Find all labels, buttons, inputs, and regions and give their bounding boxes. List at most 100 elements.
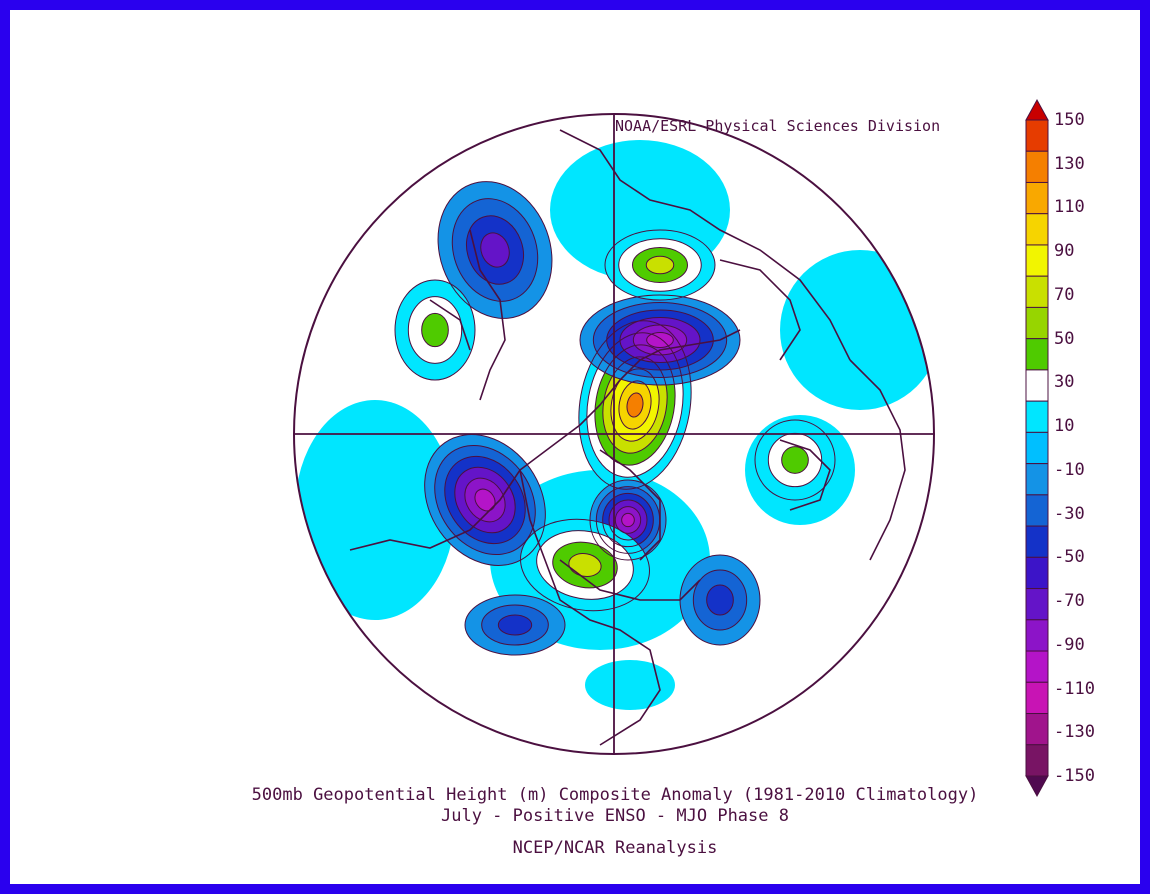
contour-line bbox=[451, 198, 539, 302]
colorbar-band bbox=[1025, 369, 1049, 402]
contour-line bbox=[706, 584, 734, 616]
contour-line bbox=[568, 553, 602, 577]
contour-line bbox=[646, 332, 674, 348]
colorbar-band bbox=[1025, 306, 1049, 340]
contour-line bbox=[481, 604, 549, 646]
colorbar-band bbox=[1025, 494, 1049, 527]
contour-line bbox=[434, 444, 536, 556]
colorbar-band bbox=[1025, 744, 1049, 777]
colorbar-tick-label: 130 bbox=[1054, 153, 1085, 174]
contour-line bbox=[608, 499, 648, 541]
credit-text: NOAA/ESRL Physical Sciences Division bbox=[615, 117, 941, 135]
colorbar-band bbox=[1025, 338, 1049, 371]
contour-line bbox=[536, 530, 634, 600]
anomaly-contour-pacific-high bbox=[781, 446, 809, 474]
map-subtitle: July - Positive ENSO - MJO Phase 8 bbox=[441, 806, 789, 826]
contour-line bbox=[394, 279, 476, 381]
contour-line bbox=[621, 512, 635, 528]
colorbar-tick-label: 30 bbox=[1054, 372, 1075, 393]
contour-line bbox=[619, 317, 701, 363]
colorbar-band bbox=[1025, 244, 1049, 277]
contour-line bbox=[474, 488, 496, 512]
contour-line bbox=[464, 594, 566, 656]
anomaly-contour-siberia-high bbox=[646, 256, 674, 274]
colorbar-tick-label: -150 bbox=[1054, 766, 1095, 786]
anomaly-contour-mediterranean-low bbox=[498, 615, 532, 635]
colorbar-tick-label: -30 bbox=[1054, 503, 1085, 524]
contour-line bbox=[781, 446, 809, 474]
colorbar-tick-label: -130 bbox=[1054, 722, 1095, 743]
colorbar bbox=[1025, 98, 1049, 798]
contour-line bbox=[480, 232, 510, 268]
contour-line bbox=[444, 455, 526, 545]
colorbar-tick-label: -10 bbox=[1054, 459, 1085, 480]
anomaly-contour-europe-high bbox=[568, 553, 602, 577]
colorbar-tick-label: -90 bbox=[1054, 634, 1085, 655]
anomaly-fill-layer bbox=[295, 140, 934, 710]
contour-line bbox=[632, 324, 688, 356]
contour-line bbox=[586, 332, 684, 478]
contour-line bbox=[754, 419, 836, 501]
colorbar-band bbox=[1025, 275, 1049, 308]
contour-line bbox=[632, 247, 688, 283]
contour-line bbox=[604, 229, 716, 301]
contour-line bbox=[424, 434, 546, 566]
contour-line bbox=[594, 344, 676, 466]
anomaly-contour-north-central-us-high bbox=[626, 392, 644, 418]
anomaly-contour-north-atlantic-low bbox=[621, 513, 635, 527]
contour-line bbox=[610, 368, 660, 442]
contour-line bbox=[407, 296, 463, 364]
contour-line bbox=[618, 238, 702, 292]
contour-line bbox=[497, 614, 533, 636]
colorbar-band bbox=[1025, 213, 1049, 246]
map-title: 500mb Geopotential Height (m) Composite … bbox=[251, 785, 979, 805]
colorbar-band bbox=[1025, 556, 1049, 590]
contour-line bbox=[679, 554, 761, 646]
colorbar-band bbox=[1025, 119, 1049, 152]
colorbar-tick-label: 50 bbox=[1054, 328, 1075, 349]
contour-line bbox=[614, 506, 642, 534]
contour-line bbox=[437, 181, 553, 319]
anomaly-contour-nw-pacific-low bbox=[480, 232, 510, 268]
contour-line bbox=[692, 569, 748, 631]
colorbar-band bbox=[1025, 650, 1049, 683]
contour-line bbox=[626, 392, 644, 418]
colorbar-band bbox=[1025, 400, 1049, 433]
coastlines bbox=[349, 129, 906, 746]
colorbar-tick-label: -70 bbox=[1054, 591, 1085, 612]
contour-line bbox=[552, 541, 618, 589]
anomaly-contour-eastern-us-high bbox=[421, 313, 449, 347]
colorbar-band bbox=[1025, 619, 1049, 652]
colorbar-band bbox=[1025, 525, 1049, 558]
colorbar-band bbox=[1025, 588, 1049, 621]
contour-line bbox=[454, 466, 516, 534]
contour-line bbox=[466, 215, 524, 285]
colorbar-band bbox=[1025, 713, 1049, 746]
colorbar-tick-label: 70 bbox=[1054, 284, 1075, 305]
anomaly-contour-alaska-low bbox=[474, 489, 496, 511]
contour-line bbox=[464, 477, 506, 523]
contour-line bbox=[606, 309, 714, 371]
colorbar-band bbox=[1025, 150, 1049, 183]
colorbar-tick-label: 90 bbox=[1054, 241, 1075, 262]
contour-lines bbox=[394, 181, 836, 656]
colorbar-tick-label: 150 bbox=[1054, 110, 1085, 130]
contour-line bbox=[618, 380, 652, 430]
contour-line bbox=[602, 356, 668, 454]
contour-line bbox=[592, 302, 728, 378]
anomaly-contour-atlantic-low bbox=[706, 585, 734, 615]
colorbar-band bbox=[1025, 181, 1049, 215]
colorbar-tick-label: -50 bbox=[1054, 547, 1085, 568]
colorbar-band bbox=[1025, 463, 1049, 496]
anomaly-fill-weak-positive bbox=[295, 400, 455, 620]
colorbar-band bbox=[1025, 775, 1049, 798]
colorbar-tick-label: -110 bbox=[1054, 678, 1095, 699]
contour-line bbox=[520, 518, 650, 612]
contour-line bbox=[421, 312, 449, 348]
colorbar-band bbox=[1025, 431, 1049, 465]
anomaly-fill-weak-positive bbox=[585, 660, 675, 710]
colorbar-band bbox=[1025, 681, 1049, 715]
data-source: NCEP/NCAR Reanalysis bbox=[512, 838, 718, 858]
contour-line bbox=[602, 492, 654, 548]
